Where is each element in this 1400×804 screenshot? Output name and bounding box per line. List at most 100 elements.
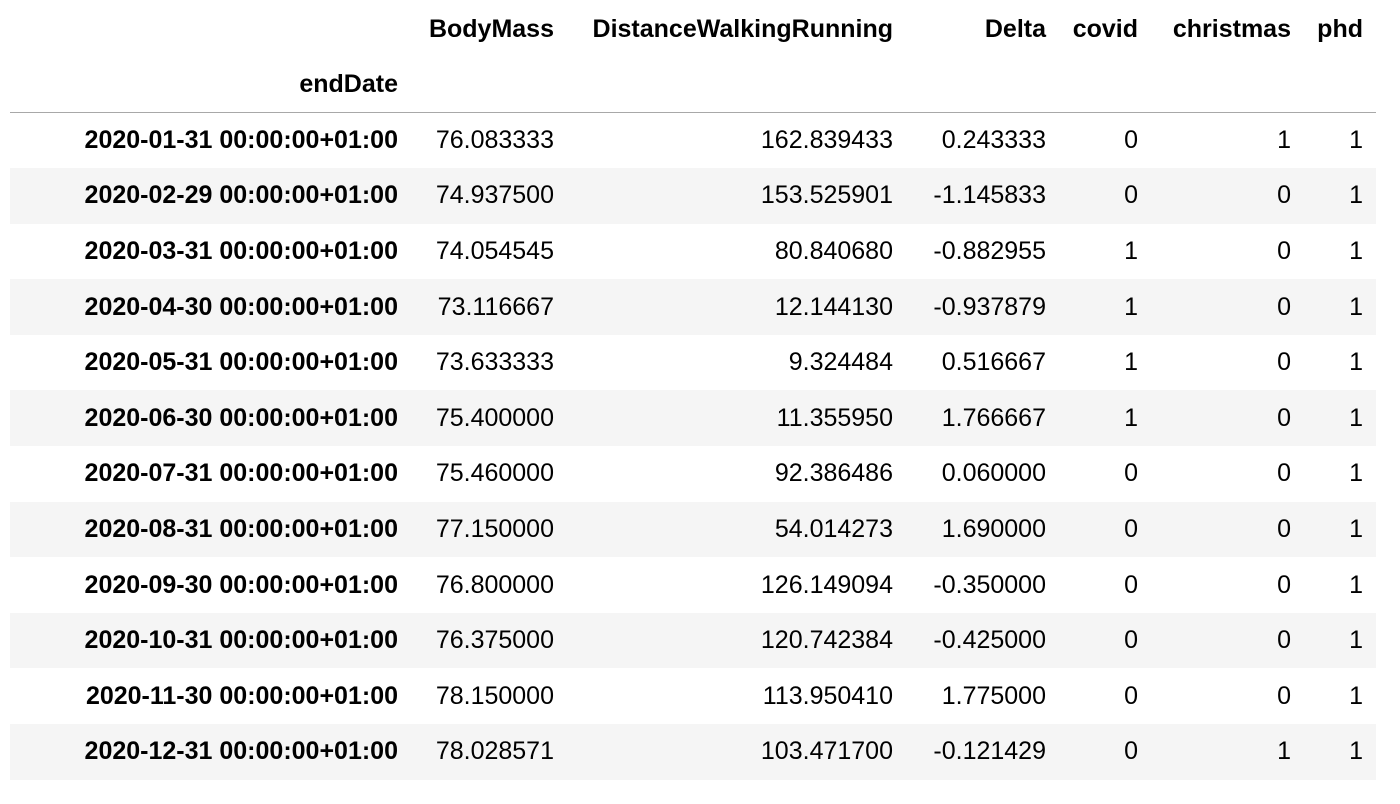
cell-distancewalkingrunning: 12.144130 — [774, 292, 893, 321]
cell-christmas: 0 — [1277, 459, 1291, 488]
cell-covid: 1 — [1124, 236, 1138, 265]
cell-delta: -0.425000 — [933, 626, 1046, 655]
cell-phd: 1 — [1349, 236, 1363, 265]
cell-phd: 1 — [1349, 348, 1363, 377]
index-name-spacer — [411, 57, 567, 113]
cell-bodymass: 76.800000 — [435, 570, 554, 599]
cell-covid: 1 — [1124, 292, 1138, 321]
cell-covid: 0 — [1124, 514, 1138, 543]
row-index-date: 2020-11-30 00:00:00+01:00 — [85, 681, 398, 710]
dataframe-output: BodyMass DistanceWalkingRunning Delta co… — [10, 0, 1376, 780]
cell-phd: 1 — [1349, 626, 1363, 655]
cell-bodymass: 75.400000 — [435, 403, 554, 432]
table-row: 2020-08-31 00:00:00+01:00 77.150000 54.014… — [10, 501, 1376, 558]
cell-phd: 1 — [1349, 459, 1363, 488]
cell-christmas: 0 — [1277, 681, 1291, 710]
table-body: 2020-01-31 00:00:00+01:00 76.083333 162.83… — [10, 113, 1376, 780]
cell-phd: 1 — [1349, 514, 1363, 543]
table-row: 2020-04-30 00:00:00+01:00 73.116667 12.144… — [10, 279, 1376, 335]
table-row: 2020-11-30 00:00:00+01:00 78.150000 113.95… — [10, 668, 1376, 724]
cell-christmas: 0 — [1277, 236, 1291, 265]
table-row: 2020-12-31 00:00:00+01:00 78.028571 103.47… — [10, 724, 1376, 780]
dataframe-table: BodyMass DistanceWalkingRunning Delta co… — [10, 0, 1376, 780]
cell-bodymass: 77.150000 — [435, 514, 554, 543]
cell-covid: 0 — [1124, 737, 1138, 766]
table-row: 2020-01-31 00:00:00+01:00 76.083333 162.83… — [10, 113, 1376, 169]
cell-phd: 1 — [1349, 403, 1363, 432]
cell-distancewalkingrunning: 126.149094 — [760, 570, 893, 599]
column-header-row: BodyMass DistanceWalkingRunning Delta co… — [10, 0, 1376, 57]
column-header-christmas: christmas — [1172, 14, 1291, 43]
cell-covid: 0 — [1124, 181, 1138, 210]
table-row: 2020-10-31 00:00:00+01:00 76.375000 120.74… — [10, 612, 1376, 669]
cell-covid: 0 — [1124, 626, 1138, 655]
cell-covid: 0 — [1124, 126, 1138, 155]
cell-covid: 0 — [1124, 570, 1138, 599]
cell-delta: -0.121429 — [933, 737, 1046, 766]
cell-delta: 0.060000 — [941, 459, 1046, 488]
cell-covid: 1 — [1124, 348, 1138, 377]
cell-distancewalkingrunning: 103.471700 — [760, 737, 893, 766]
cell-bodymass: 76.375000 — [435, 626, 554, 655]
cell-phd: 1 — [1349, 126, 1363, 155]
column-header-distancewalkingrunning: DistanceWalkingRunning — [592, 14, 893, 43]
index-name-spacer — [1151, 57, 1304, 113]
index-corner-cell — [10, 0, 411, 57]
index-name-spacer — [1304, 57, 1376, 113]
cell-distancewalkingrunning: 113.950410 — [762, 681, 893, 710]
cell-delta: 1.775000 — [941, 681, 1046, 710]
cell-delta: 0.516667 — [941, 348, 1046, 377]
cell-phd: 1 — [1349, 292, 1363, 321]
table-row: 2020-09-30 00:00:00+01:00 76.800000 126.14… — [10, 557, 1376, 613]
row-index-date: 2020-01-31 00:00:00+01:00 — [84, 126, 398, 155]
cell-distancewalkingrunning: 54.014273 — [774, 514, 893, 543]
cell-bodymass: 74.937500 — [435, 181, 554, 210]
column-header-phd: phd — [1317, 14, 1363, 43]
row-index-date: 2020-10-31 00:00:00+01:00 — [84, 626, 398, 655]
row-index-date: 2020-03-31 00:00:00+01:00 — [84, 236, 398, 265]
index-name-spacer — [906, 57, 1059, 113]
cell-distancewalkingrunning: 153.525901 — [760, 181, 893, 210]
cell-christmas: 0 — [1277, 570, 1291, 599]
cell-phd: 1 — [1349, 681, 1363, 710]
cell-christmas: 1 — [1277, 737, 1291, 766]
table-row: 2020-05-31 00:00:00+01:00 73.633333 9.3244… — [10, 335, 1376, 391]
row-index-date: 2020-08-31 00:00:00+01:00 — [84, 514, 398, 543]
cell-bodymass: 73.633333 — [435, 348, 554, 377]
cell-bodymass: 75.460000 — [435, 459, 554, 488]
cell-christmas: 0 — [1277, 181, 1291, 210]
cell-covid: 0 — [1124, 681, 1138, 710]
cell-delta: 1.690000 — [941, 514, 1046, 543]
table-header: BodyMass DistanceWalkingRunning Delta co… — [10, 0, 1376, 113]
cell-delta: 0.243333 — [941, 126, 1046, 155]
cell-bodymass: 78.028571 — [435, 737, 554, 766]
cell-delta: -1.145833 — [933, 181, 1046, 210]
row-index-date: 2020-09-30 00:00:00+01:00 — [84, 570, 398, 599]
table-row: 2020-03-31 00:00:00+01:00 74.054545 80.840… — [10, 224, 1376, 280]
cell-distancewalkingrunning: 9.324484 — [788, 348, 893, 377]
cell-christmas: 1 — [1277, 126, 1291, 155]
cell-christmas: 0 — [1277, 626, 1291, 655]
cell-delta: -0.937879 — [933, 292, 1046, 321]
cell-delta: 1.766667 — [941, 403, 1046, 432]
row-index-date: 2020-07-31 00:00:00+01:00 — [84, 459, 398, 488]
cell-bodymass: 74.054545 — [435, 236, 554, 265]
row-index-date: 2020-06-30 00:00:00+01:00 — [84, 403, 398, 432]
cell-phd: 1 — [1349, 737, 1363, 766]
index-name-spacer — [567, 57, 906, 113]
table-row: 2020-07-31 00:00:00+01:00 75.460000 92.386… — [10, 446, 1376, 502]
column-header-bodymass: BodyMass — [428, 14, 554, 43]
index-name-row: endDate — [10, 57, 1376, 113]
cell-bodymass: 73.116667 — [437, 292, 554, 321]
cell-delta: -0.882955 — [933, 236, 1046, 265]
column-header-covid: covid — [1072, 14, 1138, 43]
cell-christmas: 0 — [1277, 403, 1291, 432]
row-index-date: 2020-04-30 00:00:00+01:00 — [84, 292, 398, 321]
cell-distancewalkingrunning: 11.355950 — [776, 403, 893, 432]
row-index-date: 2020-05-31 00:00:00+01:00 — [84, 348, 398, 377]
cell-christmas: 0 — [1277, 348, 1291, 377]
cell-phd: 1 — [1349, 181, 1363, 210]
row-index-date: 2020-12-31 00:00:00+01:00 — [84, 737, 398, 766]
index-name: endDate — [10, 57, 411, 113]
cell-covid: 1 — [1124, 403, 1138, 432]
